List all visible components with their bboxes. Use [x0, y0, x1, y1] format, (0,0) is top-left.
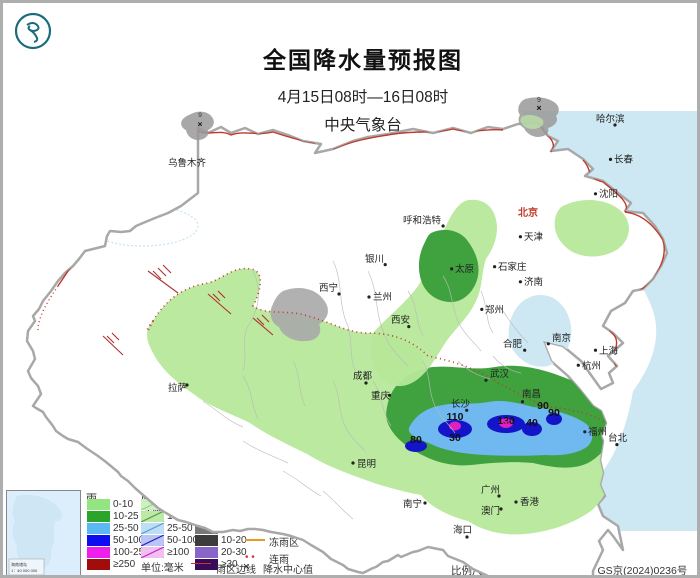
svg-text:×: × — [198, 119, 203, 129]
svg-text:南昌: 南昌 — [522, 388, 541, 400]
svg-text:×: × — [536, 103, 541, 113]
svg-text:乌鲁木齐: 乌鲁木齐 — [168, 157, 207, 169]
svg-text:呼和浩特: 呼和浩特 — [403, 215, 442, 227]
svg-text:香港: 香港 — [520, 496, 540, 508]
svg-text:杭州: 杭州 — [582, 360, 601, 372]
svg-text:80: 80 — [410, 434, 422, 446]
svg-text:台北: 台北 — [608, 432, 628, 444]
svg-text:太原: 太原 — [455, 263, 474, 275]
svg-text:拉萨: 拉萨 — [168, 382, 188, 394]
svg-text:武汉: 武汉 — [490, 368, 510, 380]
svg-text:济南: 济南 — [524, 276, 543, 288]
svg-text:郑州: 郑州 — [485, 304, 504, 316]
svg-text:长沙: 长沙 — [451, 398, 471, 410]
svg-text:福州: 福州 — [588, 426, 607, 438]
svg-text:30: 30 — [449, 432, 461, 444]
svg-text:澳门: 澳门 — [481, 505, 500, 517]
svg-text:银川: 银川 — [365, 253, 384, 265]
svg-text:南京: 南京 — [552, 332, 571, 344]
svg-text:130: 130 — [497, 415, 515, 427]
svg-text:北京: 北京 — [518, 206, 538, 219]
svg-text:西安: 西安 — [391, 314, 410, 326]
svg-text:9: 9 — [198, 112, 202, 119]
svg-text:南宁: 南宁 — [403, 498, 422, 510]
svg-text:90: 90 — [548, 407, 560, 419]
svg-text:广州: 广州 — [481, 484, 500, 496]
svg-text:石家庄: 石家庄 — [498, 261, 527, 273]
svg-text:重庆: 重庆 — [371, 390, 391, 402]
svg-text:成都: 成都 — [353, 370, 373, 382]
svg-text:兰州: 兰州 — [373, 291, 392, 303]
svg-text:110: 110 — [447, 411, 464, 423]
svg-text:天津: 天津 — [524, 232, 544, 243]
svg-text:40: 40 — [526, 417, 538, 429]
svg-text:昆明: 昆明 — [357, 459, 376, 470]
svg-text:哈尔滨: 哈尔滨 — [596, 113, 625, 125]
svg-text:沈阳: 沈阳 — [599, 188, 618, 200]
svg-text:西宁: 西宁 — [319, 282, 338, 294]
svg-text:海口: 海口 — [453, 524, 472, 536]
svg-text:合肥: 合肥 — [503, 338, 523, 350]
svg-text:长春: 长春 — [614, 154, 634, 166]
svg-text:上海: 上海 — [599, 345, 619, 357]
